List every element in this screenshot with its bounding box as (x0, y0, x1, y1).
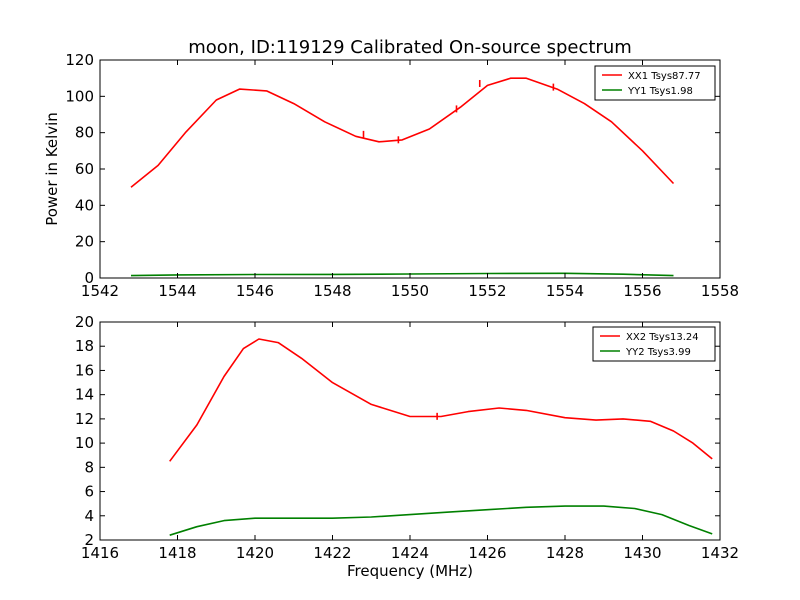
legend: XX2 Tsys13.24 YY2 Tsys3.99 (592, 326, 716, 362)
chart-title: moon, ID:119129 Calibrated On-source spe… (188, 37, 632, 58)
x-tick-label: 1428 (546, 544, 584, 562)
y-tick-label: 14 (75, 386, 94, 404)
y-tick-label: 120 (65, 51, 94, 69)
x-tick-label: 1548 (313, 282, 351, 300)
legend-label: YY1 Tsys1.98 (627, 86, 693, 97)
legend-box (592, 326, 716, 362)
x-tick-label: 1550 (391, 282, 429, 300)
y-tick-label: 16 (75, 361, 94, 379)
y-tick-label: 20 (75, 313, 94, 331)
x-tick-label: 1420 (236, 544, 274, 562)
x-tick-label: 1424 (391, 544, 429, 562)
legend-label: XX2 Tsys13.24 (626, 332, 699, 343)
y-tick-label: 6 (84, 483, 94, 501)
x-tick-label: 1546 (236, 282, 274, 300)
legend-label: YY2 Tsys3.99 (625, 347, 691, 358)
x-tick-label: 1430 (623, 544, 661, 562)
x-tick-label: 1416 (81, 544, 119, 562)
top-panel: 1542 1544 1546 1548 1550 1552 1554 1556 1558 0 20 4… (65, 51, 739, 300)
x-tick-label: 1426 (468, 544, 506, 562)
y-tick-label: 0 (84, 269, 94, 287)
y-tick-label: 60 (75, 160, 94, 178)
series-line-1-1 (130, 77, 675, 188)
y-tick-label: 80 (75, 124, 94, 142)
bottom-panel: 1416 1418 1420 1422 1424 1426 1428 1430 14322468… (75, 313, 739, 562)
x-tick-label: 1556 (623, 282, 661, 300)
legend-label: XX1 Tsys87.77 (628, 71, 701, 82)
x-tick-label: 1554 (546, 282, 584, 300)
x-tick-label: 1432 (701, 544, 739, 562)
x-axis-label: Frequency (MHz) (347, 562, 473, 580)
y-tick-label: 40 (75, 196, 94, 214)
x-tick-label: 1542 (81, 282, 119, 300)
y-tick-label: 4 (84, 507, 94, 525)
x-tick-label: 1558 (701, 282, 739, 300)
series-line-2-1 (169, 338, 713, 462)
legend-box (594, 65, 716, 101)
y-tick-label: 18 (75, 337, 94, 355)
legend: XX1 Tsys87.77 YY1 Tsys1.98 (594, 65, 716, 101)
x-tick-label: 1544 (158, 282, 196, 300)
x-tick-label: 1418 (158, 544, 196, 562)
x-tick-label: 1552 (468, 282, 506, 300)
y-tick-label: 10 (75, 434, 94, 452)
y-tick-label: 20 (75, 233, 94, 251)
x-tick-label: 1422 (313, 544, 351, 562)
y-tick-label: 8 (84, 458, 94, 476)
y-tick-label: 2 (84, 531, 94, 549)
y-tick-label: 100 (65, 87, 94, 105)
y-axis-label: Power in Kelvin (43, 112, 61, 226)
y-tick-label: 12 (75, 410, 94, 428)
series-line-2-2 (169, 505, 713, 536)
